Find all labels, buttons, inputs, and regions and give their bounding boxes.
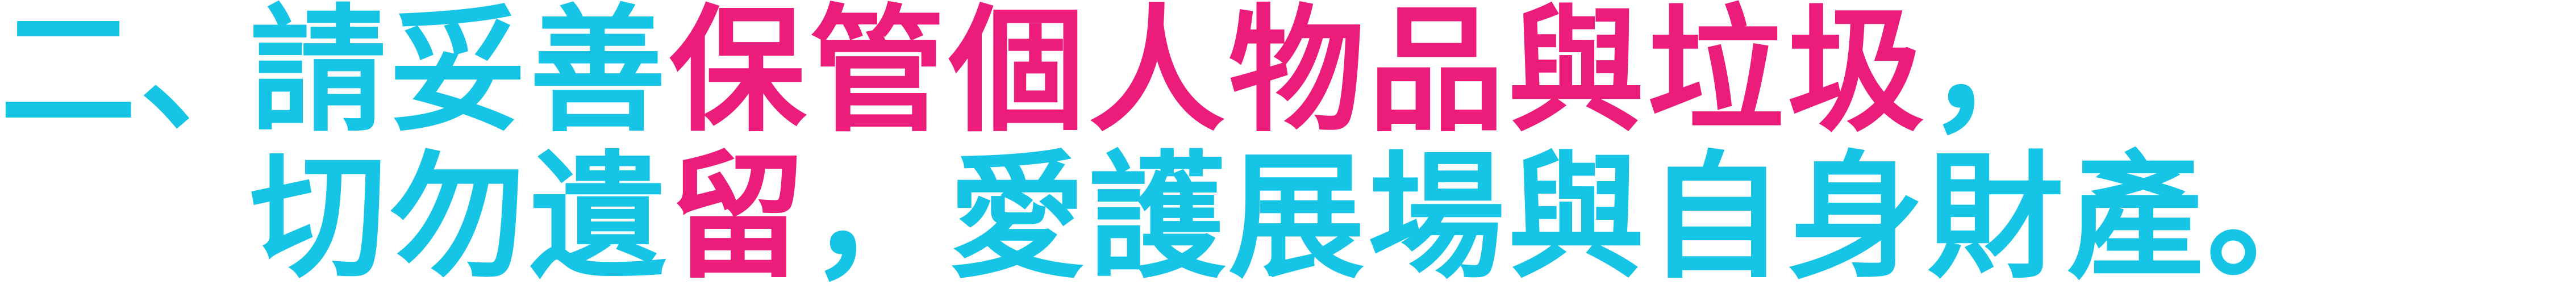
section-number: 二、 xyxy=(0,0,280,150)
notice-line-1: 二、請妥善保管個人物品與垃圾， xyxy=(0,0,2067,142)
notice-text-cyan-1: 請妥善 xyxy=(250,0,670,150)
notice-line-2: 切勿遺留，愛護展場與自身財產。 xyxy=(0,147,2346,288)
notice-text-cyan-2: 切勿遺 xyxy=(250,138,670,297)
notice-text-highlight-2: 留 xyxy=(669,138,810,297)
notice-text-cyan-3: ，愛護展場與自身財產。 xyxy=(809,138,2347,297)
notice-comma-1: ， xyxy=(1927,0,2068,150)
notice-text-highlight-1: 保管個人物品與垃圾 xyxy=(669,0,1928,150)
